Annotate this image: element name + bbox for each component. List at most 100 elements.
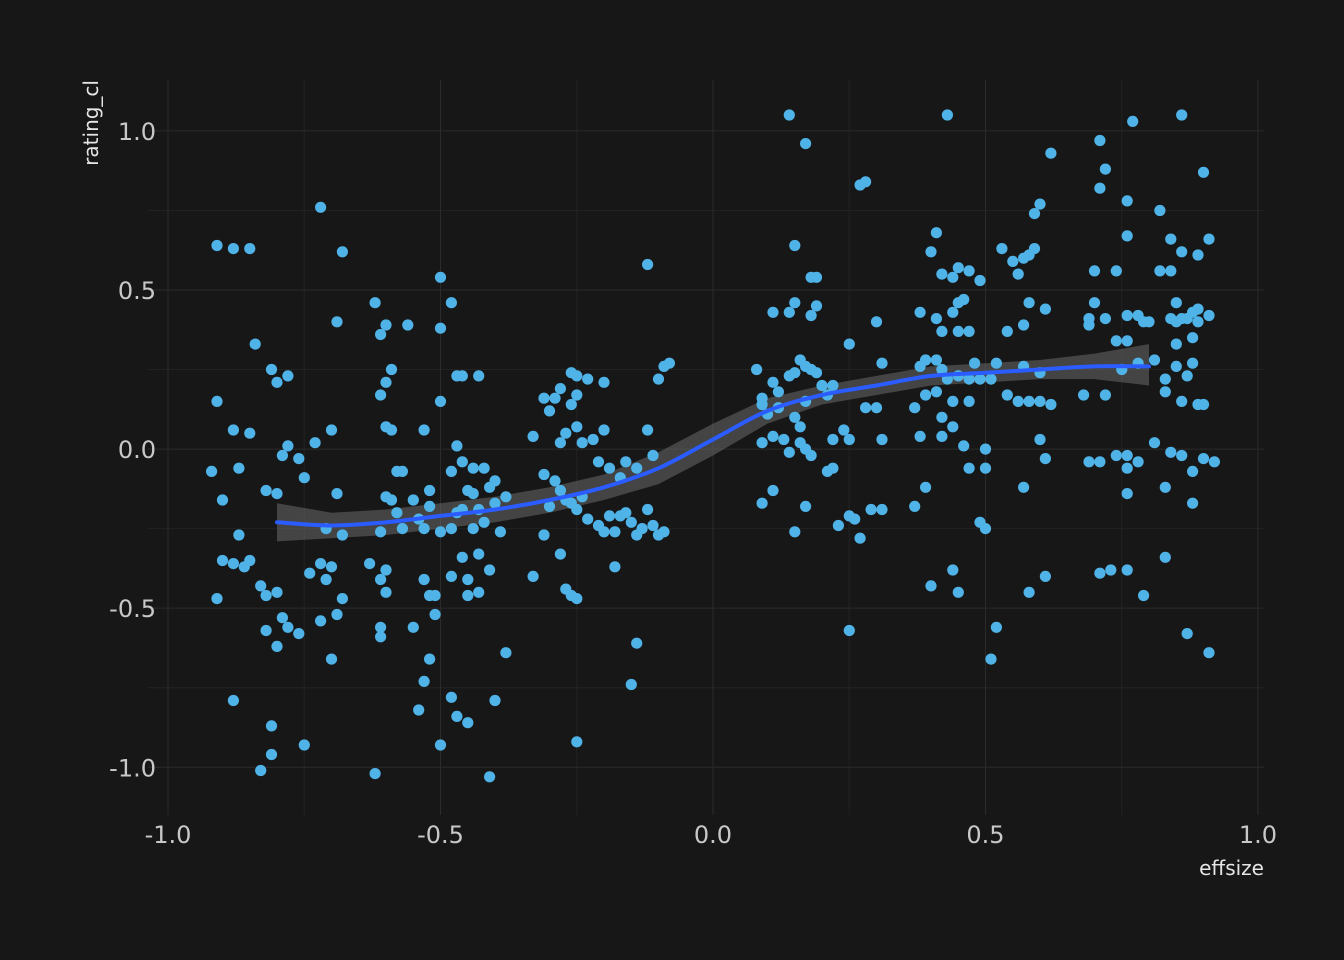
data-point (952, 262, 964, 274)
data-point (456, 370, 468, 382)
data-point (805, 309, 817, 322)
data-point (952, 325, 964, 337)
data-point (1078, 389, 1090, 401)
data-point (947, 306, 959, 318)
data-point (1170, 297, 1182, 309)
data-point (227, 243, 239, 255)
data-point (827, 379, 839, 392)
data-point (1045, 147, 1057, 159)
data-point (560, 427, 572, 439)
major-gridlines (148, 80, 1264, 815)
data-point (1170, 338, 1182, 350)
data-point (445, 523, 457, 535)
data-point (282, 370, 294, 382)
data-point (1203, 233, 1215, 245)
y-tick-labels: 1.0 0.5 0.0 -0.5 -1.0 (109, 118, 156, 782)
data-point (598, 526, 610, 538)
data-point (1110, 335, 1122, 347)
data-point (914, 306, 926, 318)
data-point (925, 246, 937, 258)
data-point (609, 561, 621, 573)
data-point (794, 421, 806, 433)
data-point (424, 484, 436, 497)
data-point (810, 300, 823, 312)
data-point (767, 376, 779, 388)
data-point (843, 338, 855, 350)
data-point (260, 589, 272, 602)
data-point (920, 389, 932, 401)
data-point (445, 570, 457, 583)
data-point (467, 523, 479, 535)
data-point (1187, 497, 1199, 509)
data-point (1094, 567, 1106, 579)
data-point (772, 386, 785, 398)
data-point (860, 176, 872, 188)
data-point (1121, 309, 1133, 322)
data-point (936, 325, 948, 337)
data-point (647, 519, 659, 532)
data-point (914, 430, 926, 442)
data-point (1083, 319, 1095, 331)
data-point (538, 468, 550, 481)
data-point (979, 443, 992, 455)
data-point (963, 373, 975, 385)
data-point (598, 376, 610, 388)
data-point (631, 462, 643, 474)
data-point (985, 373, 997, 385)
data-point (838, 424, 850, 436)
data-point (336, 529, 348, 541)
data-point (642, 424, 654, 436)
data-point (1088, 265, 1101, 277)
data-point (1154, 265, 1166, 277)
data-point (767, 484, 779, 497)
data-point (489, 497, 501, 509)
data-point (418, 424, 430, 436)
data-point (298, 472, 310, 484)
data-point (244, 427, 256, 439)
data-point (538, 392, 550, 404)
data-point (265, 748, 278, 761)
data-point (1176, 449, 1188, 462)
data-point (952, 586, 964, 598)
data-point (1138, 589, 1150, 602)
data-point (407, 621, 419, 633)
data-point (941, 109, 954, 121)
data-point (816, 379, 828, 392)
data-point (1121, 462, 1133, 474)
data-point (336, 246, 348, 258)
data-point (1121, 195, 1133, 207)
data-point (1001, 389, 1013, 401)
data-point (636, 523, 648, 535)
data-point (571, 389, 583, 401)
x-tick-labels: -1.0 -0.5 0.0 0.5 1.0 (145, 821, 1278, 849)
data-point (244, 243, 256, 255)
data-point (870, 316, 883, 328)
data-point (1039, 303, 1051, 315)
data-point (554, 548, 567, 560)
data-point (1159, 386, 1171, 398)
data-point (1181, 628, 1193, 640)
data-point (930, 386, 943, 398)
data-point (451, 710, 463, 723)
data-point (849, 513, 861, 525)
data-point (494, 526, 506, 538)
data-point (260, 624, 272, 637)
y-tick-label: -0.5 (109, 595, 156, 623)
data-point (1110, 449, 1122, 462)
data-point (500, 491, 512, 503)
data-point (325, 424, 338, 436)
data-point (979, 462, 992, 474)
data-point (375, 328, 387, 341)
confidence-band (277, 344, 1149, 542)
data-point (947, 395, 959, 407)
data-point (909, 500, 921, 512)
data-point (658, 360, 670, 372)
data-point (789, 526, 801, 538)
x-tick-label: 0.5 (966, 821, 1004, 849)
data-point (756, 392, 768, 404)
data-point (227, 694, 239, 707)
data-point (456, 456, 468, 468)
data-point (1023, 586, 1035, 598)
data-point (1197, 453, 1210, 465)
data-point (271, 376, 283, 388)
